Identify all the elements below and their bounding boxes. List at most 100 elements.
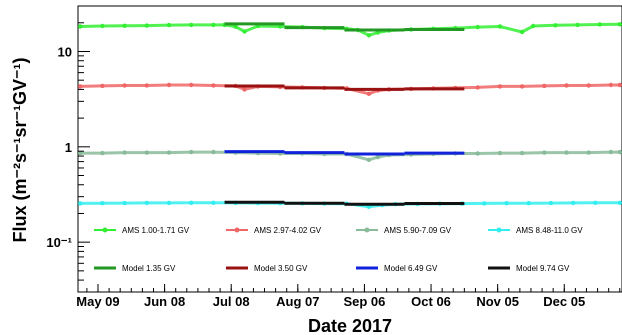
ams-data-point [166, 82, 172, 88]
ams-data-point [78, 201, 83, 206]
ams-data-point [553, 23, 558, 28]
ams-data-point [242, 87, 247, 92]
ams-data-point [189, 22, 194, 28]
ams-data-point [211, 149, 216, 155]
legend-label: Model 9.74 GV [516, 264, 570, 273]
ams-data-point [542, 83, 547, 89]
ams-data-point [475, 151, 480, 156]
ams-data-point [564, 150, 569, 155]
ams-data-point [233, 24, 238, 29]
legend-label: Model 3.50 GV [254, 264, 308, 273]
legend-marker [102, 227, 108, 233]
ams-data-point [519, 150, 525, 156]
ams-data-point [375, 154, 380, 160]
ams-data-point [519, 84, 525, 89]
legend-label: AMS 1.00-1.71 GV [122, 226, 190, 235]
ams-data-point [100, 150, 105, 156]
ams-data-point [475, 24, 480, 30]
legend-label: AMS 8.48-11.0 GV [516, 226, 583, 235]
ams-data-point [122, 23, 127, 28]
ams-data-point [122, 83, 127, 88]
x-tick-label: Jul 08 [213, 294, 250, 309]
x-axis: May 09 Jun 08 Jul 08 Aug 07 Sep 06 Oct 06 Nov … [76, 284, 621, 309]
x-tick-label: May 09 [76, 294, 119, 309]
ams-data-point [366, 157, 372, 162]
data-layer [78, 22, 622, 209]
ams-data-point [504, 201, 509, 206]
ams-data-point [617, 82, 622, 88]
ams-data-point [575, 22, 580, 28]
legend-label: AMS 5.90-7.09 GV [384, 226, 452, 235]
ams-data-point [366, 33, 372, 38]
x-axis-title: Date 2017 [308, 316, 392, 335]
ams-data-point [366, 91, 372, 97]
ams-data-point [482, 201, 487, 206]
ams-data-point [211, 200, 216, 205]
ams-data-point [144, 83, 149, 88]
ams-data-point [597, 22, 602, 27]
x-tick-label: Oct 06 [411, 294, 451, 309]
model-layer [224, 22, 465, 206]
x-tick-label: Dec 05 [543, 294, 585, 309]
ams-data-point [189, 149, 194, 155]
ams-data-point [78, 24, 83, 29]
x-tick-label: Aug 07 [276, 294, 319, 309]
ams-data-point [166, 22, 172, 28]
ams-data-point [617, 200, 622, 205]
plot-frame [77, 5, 622, 293]
ams-data-point [122, 200, 127, 206]
ams-data-point [586, 83, 591, 88]
ams-data-point [548, 200, 554, 206]
y-axis: 10 1 10⁻¹ [46, 5, 90, 293]
ams-data-point [144, 200, 149, 206]
ams-data-point [277, 24, 283, 29]
legend-marker [496, 227, 502, 233]
ams-data-point [617, 22, 622, 27]
y-tick-label: 10 [58, 44, 72, 59]
ams-data-point [144, 150, 149, 155]
ams-data-point [242, 29, 247, 34]
ams-data-point [497, 24, 503, 29]
ams-data-point [100, 201, 105, 206]
ams-data-point [144, 23, 149, 28]
ams-data-point [211, 22, 216, 28]
ams-data-point [189, 200, 194, 205]
ams-data-point [211, 83, 216, 88]
x-tick-label: Nov 05 [476, 294, 519, 309]
ams-data-point [571, 200, 576, 206]
ams-series-line [80, 83, 620, 96]
ams-data-point [497, 84, 503, 89]
ams-data-point [608, 149, 614, 155]
ams-data-point [497, 150, 503, 156]
y-axis-title: Flux (m⁻²s⁻¹sr⁻¹GV⁻¹) [10, 57, 30, 242]
ams-data-point [564, 83, 569, 88]
y-tick-label: 1 [65, 140, 72, 155]
ams-data-point [189, 82, 194, 88]
ams-data-point [100, 83, 105, 89]
ams-data-point [617, 149, 622, 155]
ams-data-point [519, 29, 525, 35]
ams-data-point [542, 150, 547, 155]
legend-label: Model 1.35 GV [122, 264, 176, 273]
ams-data-point [100, 23, 105, 29]
ams-data-point [593, 200, 598, 205]
y-tick-label: 10⁻¹ [46, 235, 72, 250]
ams-data-point [78, 84, 83, 89]
legend-marker [234, 227, 240, 233]
legend-label: Model 6.49 GV [384, 264, 438, 273]
plot-area [77, 5, 622, 293]
x-tick-label: Jun 08 [144, 294, 185, 309]
ams-data-point [166, 200, 172, 206]
ams-data-point [608, 82, 614, 88]
legend: AMS 1.00-1.71 GV AMS 2.97-4.02 GV AMS 5.90… [94, 226, 583, 273]
ams-data-point [586, 150, 591, 155]
ams-data-point [78, 150, 83, 156]
ams-data-point [531, 23, 536, 29]
x-tick-label: Sep 06 [343, 294, 385, 309]
legend-label: AMS 2.97-4.02 GV [254, 226, 322, 235]
legend-marker [364, 227, 370, 233]
ams-data-point [166, 150, 172, 155]
ams-data-point [475, 85, 480, 90]
ams-data-point [122, 150, 127, 155]
